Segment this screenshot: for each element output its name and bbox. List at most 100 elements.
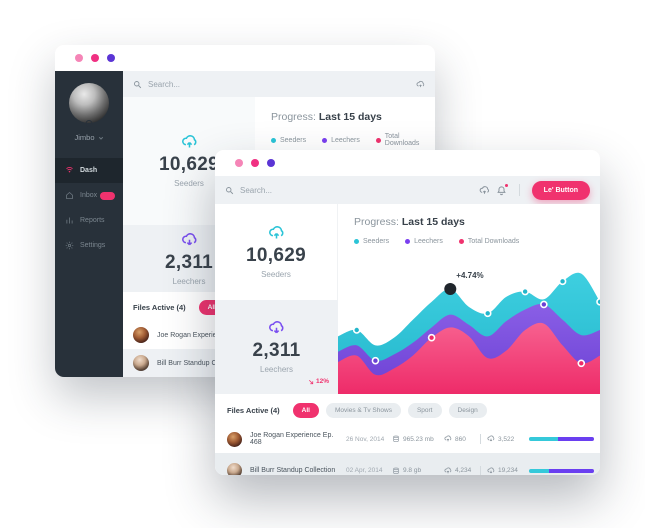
file-row[interactable]: Bill Burr Standup Collection 02 Apr, 201… [215, 453, 600, 475]
file-seeders: 4,234 [455, 467, 472, 474]
filter-sport[interactable]: Sport [407, 403, 442, 418]
file-size: 965.23 mb [403, 435, 434, 443]
chart-legend: Seeders Leechers Total Downloads [271, 133, 435, 147]
divider [480, 434, 481, 444]
cloud-upload-icon [268, 225, 285, 242]
legend-dot [405, 239, 411, 244]
notifications-bell-icon[interactable] [496, 182, 509, 196]
back-search-bar [123, 71, 435, 97]
legend-dot [271, 137, 276, 143]
traffic-dot-2[interactable] [91, 54, 99, 62]
cloud-download-icon [268, 320, 285, 337]
legend-dot [354, 239, 359, 244]
file-avatar [133, 355, 149, 371]
legend-total-downloads[interactable]: Total Downloads [458, 238, 519, 245]
online-status-dot [85, 120, 93, 127]
traffic-dot-1[interactable] [75, 54, 83, 62]
front-titlebar [215, 150, 600, 176]
back-titlebar [55, 45, 435, 71]
files-heading: Files Active (4) [227, 406, 280, 415]
legend-seeders[interactable]: Seeders [271, 133, 306, 147]
file-leechers: 19,234 [498, 467, 518, 474]
file-leechers: 3,522 [498, 435, 515, 443]
sidebar-item-settings[interactable]: Settings [55, 233, 123, 258]
leechers-value: 2,311 [165, 251, 213, 273]
traffic-dot-3[interactable] [107, 54, 115, 62]
leechers-delta-badge: 12% [308, 378, 329, 385]
area-series-2 [338, 322, 600, 394]
data-point-marker [577, 359, 586, 368]
download-progress-bar [529, 437, 594, 441]
legend-seeders[interactable]: Seeders [354, 238, 389, 245]
sidebar-item-reports[interactable]: Reports [55, 208, 123, 233]
seeders-stat-card: 10,629 Seeders [215, 204, 338, 300]
file-name: Bill Burr Standup Collection [250, 467, 336, 474]
progress-title: Progress: Last 15 days [271, 111, 382, 123]
traffic-dot-2[interactable] [251, 159, 259, 167]
filter-design[interactable]: Design [448, 403, 487, 418]
user-avatar[interactable] [69, 83, 109, 127]
file-date: 02 Apr, 2014 [346, 467, 383, 474]
seeders-value: 10,629 [159, 154, 219, 175]
seeders-label: Seeders [174, 179, 204, 188]
filter-all[interactable]: All [292, 403, 319, 418]
data-point-marker [540, 300, 548, 309]
seeders-label: Seeders [261, 270, 291, 279]
file-seeders: 860 [455, 435, 466, 443]
file-avatar [227, 431, 242, 447]
data-point-marker [521, 287, 529, 296]
search-input[interactable] [240, 185, 473, 195]
reports-icon [65, 216, 74, 225]
chart-annotation-label: +4.74% [456, 271, 483, 280]
notification-dot [503, 182, 509, 188]
legend-dot [322, 137, 328, 143]
progress-area-chart[interactable]: +4.74% [338, 266, 600, 394]
sidebar-item-label: Reports [80, 217, 105, 224]
file-avatar [133, 327, 149, 343]
cloud-upload-icon [444, 467, 452, 473]
primary-action-button[interactable]: Le' Button [531, 180, 590, 200]
cloud-download-icon [487, 435, 495, 442]
leechers-label: Leechers [172, 276, 206, 286]
traffic-dot-1[interactable] [235, 159, 243, 167]
search-input[interactable] [148, 79, 410, 89]
data-point-marker [427, 333, 436, 342]
database-icon [393, 435, 399, 443]
download-progress-bar [529, 468, 594, 473]
file-name: Joe Rogan Experience Ep. 468 [250, 432, 334, 446]
data-point-marker [352, 326, 361, 334]
sidebar-item-inbox[interactable]: Inbox [55, 183, 123, 208]
cloud-upload-icon[interactable] [416, 80, 425, 89]
database-icon [393, 467, 399, 474]
files-heading: Files Active (4) [133, 303, 186, 312]
front-window: Le' Button 10,629 Seeders 2,311 Leechers [215, 150, 600, 475]
file-date: 26 Nov, 2014 [346, 435, 385, 443]
legend-total-downloads[interactable]: Total Downloads [375, 133, 435, 147]
filter-movies[interactable]: Movies & Tv Shows [325, 403, 401, 418]
search-icon [225, 186, 234, 195]
chart-legend: Seeders Leechers Total Downloads [354, 238, 600, 245]
traffic-dot-3[interactable] [267, 159, 275, 167]
cloud-upload-icon[interactable] [479, 185, 490, 196]
username-dropdown[interactable]: Jimbo [74, 133, 103, 142]
data-point-marker [596, 298, 600, 306]
inbox-icon [65, 191, 74, 200]
cloud-upload-icon [444, 435, 452, 442]
front-search-bar: Le' Button [215, 176, 600, 204]
username-label: Jimbo [74, 133, 95, 142]
file-row[interactable]: Joe Rogan Experience Ep. 468 26 Nov, 201… [215, 425, 600, 453]
cloud-download-icon [487, 467, 495, 473]
legend-dot [458, 239, 464, 244]
data-point-marker [371, 356, 380, 365]
legend-leechers[interactable]: Leechers [322, 133, 360, 147]
inbox-badge [100, 191, 115, 200]
seeders-value: 10,629 [246, 245, 306, 266]
chevron-down-icon [98, 135, 104, 141]
file-row[interactable]: Joe Rogan Experience Ep. 468 [123, 321, 435, 349]
settings-gear-icon [65, 241, 74, 250]
legend-dot [375, 137, 381, 143]
cloud-upload-icon [181, 134, 198, 151]
legend-leechers[interactable]: Leechers [405, 238, 443, 245]
sidebar-item-dash[interactable]: Dash [55, 158, 123, 183]
sidebar-nav: Dash Inbox Reports [55, 158, 123, 258]
